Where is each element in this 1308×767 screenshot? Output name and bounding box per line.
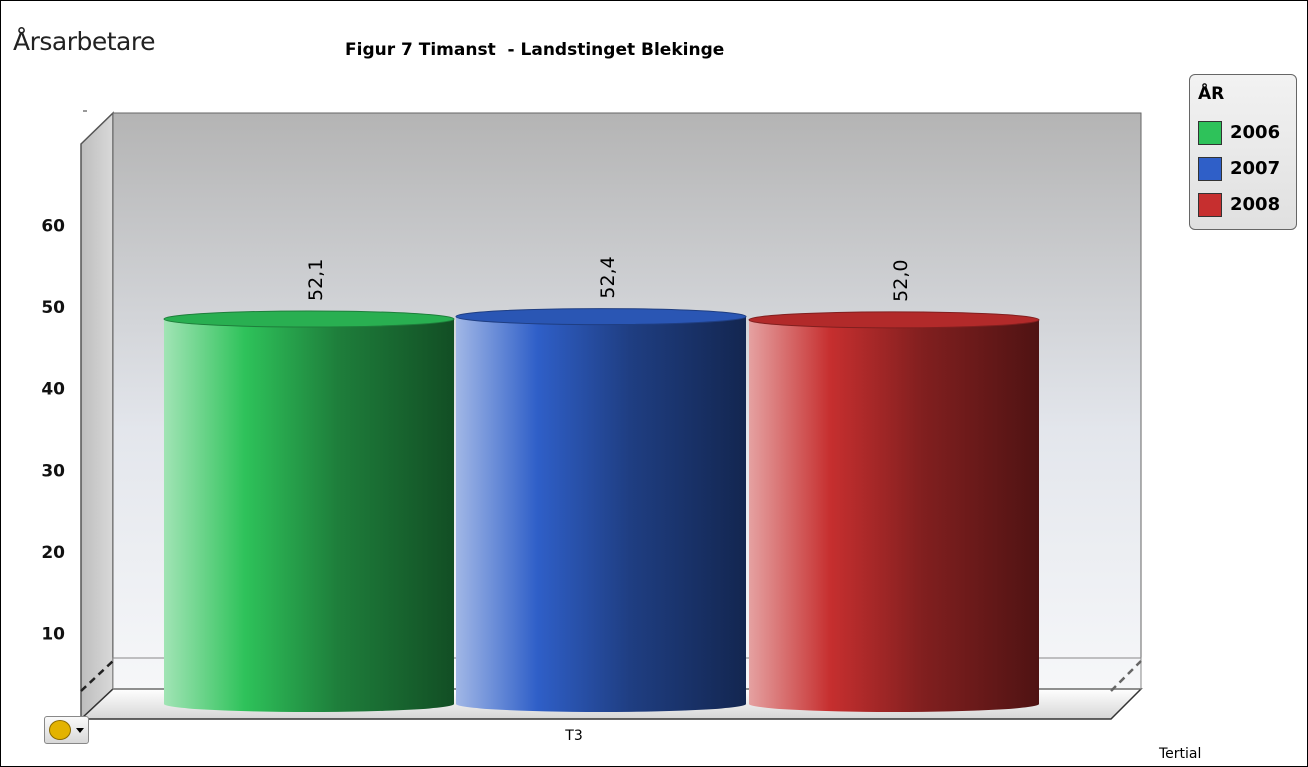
legend-title: ÅR [1198, 84, 1225, 104]
bar-2008 [748, 311, 1040, 712]
x-axis-title: Tertial [1159, 746, 1202, 762]
bar-body [456, 316, 746, 712]
bar-body [749, 319, 1039, 712]
y-tick-label: 10 [41, 624, 65, 644]
legend-swatch [1198, 193, 1222, 217]
bar-top [163, 310, 455, 328]
chart-options-button[interactable] [44, 716, 89, 744]
chevron-down-icon [76, 728, 84, 733]
y-tick-label: 50 [41, 298, 65, 318]
legend-label: 2006 [1230, 122, 1281, 143]
bar-top [748, 311, 1040, 329]
legend-swatch [1198, 121, 1222, 145]
y-tick-label: 60 [41, 217, 65, 237]
x-tick-label: T3 [564, 728, 582, 744]
data-label: 52,1 [305, 259, 327, 301]
left-wall [80, 111, 114, 721]
y-tick-label: 30 [41, 461, 65, 481]
bar-top [455, 308, 747, 326]
bar-2006 [163, 310, 455, 712]
chart-title: Figur 7 Timanst - Landstinget Blekinge [345, 40, 725, 60]
legend-swatch [1198, 157, 1222, 181]
bars-layer [163, 308, 1040, 712]
left-dashed-edge [80, 660, 114, 692]
data-label: 52,0 [890, 260, 912, 302]
bar-2007 [455, 308, 747, 712]
bar-body [164, 319, 454, 712]
refresh-icon [49, 720, 71, 740]
legend-label: 2008 [1230, 194, 1281, 215]
labels-layer: 10 20 30 40 50 60 T3 52,1 52,4 52,0 [41, 217, 912, 744]
legend-label: 2007 [1230, 158, 1281, 179]
y-tick-label: 40 [41, 380, 65, 400]
y-axis-title: Årsarbetare [13, 27, 156, 56]
data-label: 52,4 [597, 256, 619, 298]
legend: ÅR 2006 2007 2008 [1189, 74, 1297, 230]
y-tick-label: 20 [41, 543, 65, 563]
